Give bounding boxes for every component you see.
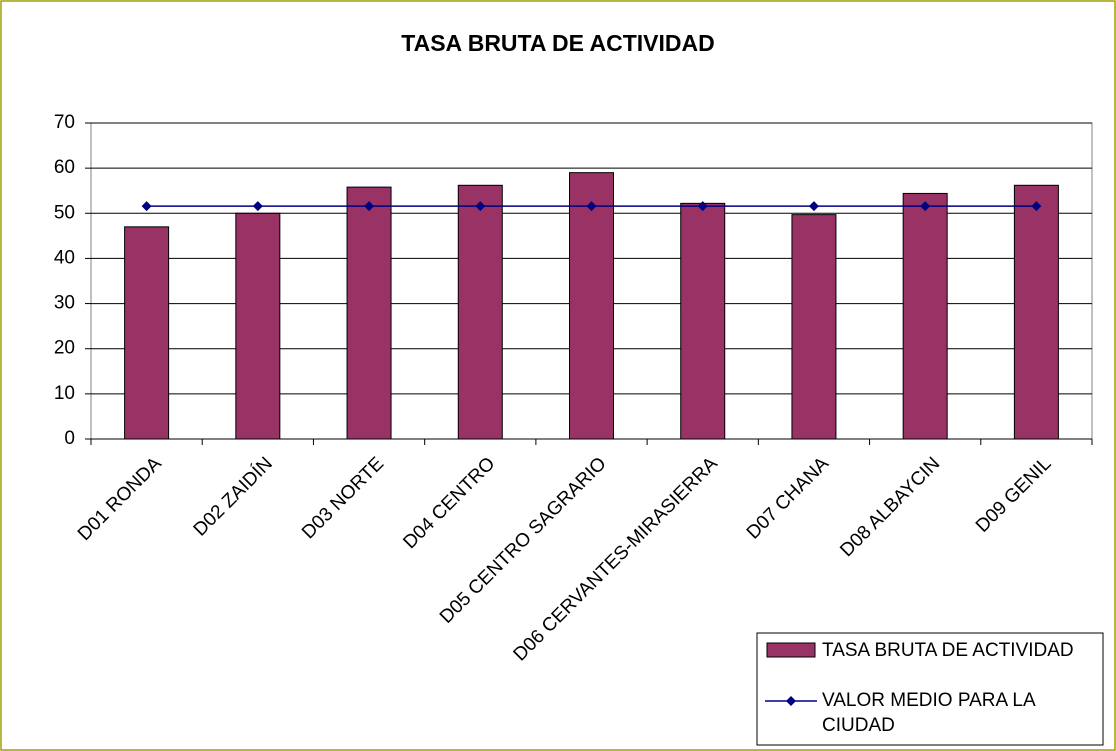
bar [1013, 184, 1059, 440]
y-tick-label: 60 [54, 157, 75, 178]
line-marker [252, 201, 263, 212]
legend-marker [786, 696, 796, 706]
bar [680, 202, 726, 440]
line-marker [697, 201, 708, 212]
y-tick-label: 20 [54, 338, 75, 359]
y-tick-label: 40 [54, 247, 75, 268]
bar [124, 226, 170, 440]
line-marker [141, 201, 152, 212]
y-tick-label: 0 [64, 428, 75, 449]
line-marker [920, 201, 931, 212]
y-tick-label: 30 [54, 293, 75, 314]
bar [902, 192, 948, 440]
bar [791, 214, 837, 440]
bar [457, 184, 503, 440]
legend-label: TASA BRUTA DE ACTIVIDAD [822, 640, 1074, 661]
line-marker [1031, 201, 1042, 212]
y-tick-label: 10 [54, 383, 75, 404]
line-marker [364, 201, 375, 212]
line-marker [475, 201, 486, 212]
bar [569, 172, 614, 440]
y-tick-label: 70 [54, 112, 75, 133]
bar [235, 212, 281, 440]
legend-label: VALOR MEDIO PARA LA CIUDAD [822, 690, 1035, 736]
legend-swatch [766, 642, 816, 658]
line-marker [586, 201, 597, 212]
line-marker [808, 201, 819, 212]
chart-title: TASA BRUTA DE ACTIVIDAD [401, 30, 714, 56]
bar [346, 186, 392, 440]
y-tick-label: 50 [54, 202, 75, 223]
